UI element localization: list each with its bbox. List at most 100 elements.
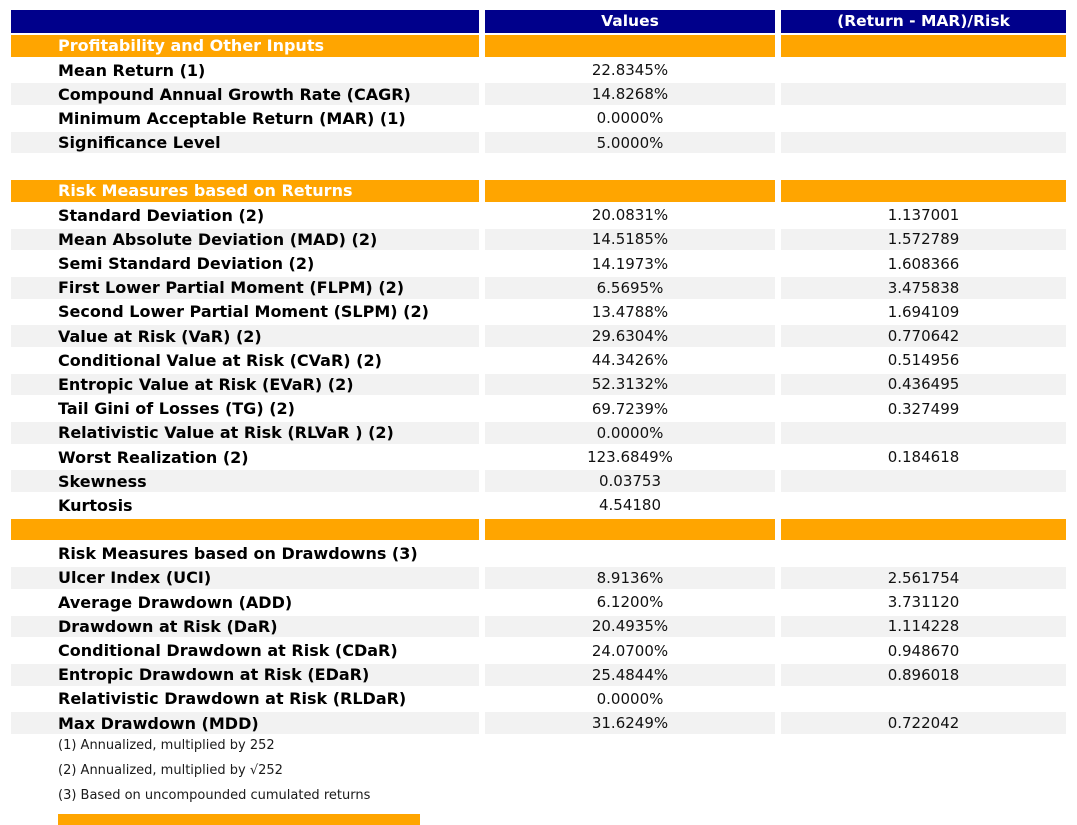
metric-ratio (781, 155, 1066, 178)
metric-value: 5.0000% (485, 131, 775, 154)
metric-ratio: 0.948670 (887, 641, 960, 660)
metric-value: 52.3132% (485, 373, 775, 396)
table-row: Tail Gini of Losses (TG) (2) 69.7239% 0.… (11, 398, 1066, 420)
metric-label: Risk Measures based on Returns (11, 180, 479, 202)
table-row: Drawdown at Risk (DaR) 20.4935% 1.114228 (11, 615, 1066, 638)
metric-value: 4.54180 (598, 496, 662, 515)
metric-ratio (781, 108, 1066, 130)
metric-label: Conditional Drawdown at Risk (CDaR) (58, 641, 398, 661)
table-row: Relativistic Value at Risk (RLVaR ) (2) … (11, 422, 1066, 444)
table-row: Semi Standard Deviation (2) 14.1973% 1.6… (11, 253, 1066, 275)
table-row: Worst Realization (2) 123.6849% 0.184618 (11, 446, 1066, 468)
metric-ratio: 0.184618 (887, 448, 960, 467)
table-row: Ulcer Index (UCI) 8.9136% 2.561754 (11, 567, 1066, 589)
metric-value: 6.1200% (596, 593, 664, 612)
metric-value: 0.0000% (596, 689, 664, 708)
footnote-1: (1) Annualized, multiplied by 252 (58, 738, 275, 753)
metric-ratio: 0.514956 (887, 351, 960, 370)
metric-label: Mean Return (1) (58, 60, 206, 80)
metric-value: 14.5185% (485, 228, 775, 251)
metric-value: 14.1973% (591, 254, 669, 273)
metric-label: Kurtosis (58, 495, 133, 515)
metric-ratio (781, 470, 1066, 493)
metric-ratio: 0.896018 (781, 663, 1066, 686)
table-row (11, 518, 1066, 541)
column-header-values: Values (485, 10, 775, 33)
table-row: Risk Measures based on Drawdowns (3) (11, 542, 1066, 565)
footnote-2: (2) Annualized, multiplied by √252 (58, 763, 283, 778)
metric-value: 31.6249% (485, 712, 775, 734)
column-header-empty (11, 10, 479, 33)
table-row: Mean Absolute Deviation (MAD) (2) 14.518… (11, 228, 1066, 251)
table-row: Minimum Acceptable Return (MAR) (1) 0.00… (11, 108, 1066, 130)
metric-value: 6.5695% (485, 276, 775, 299)
metric-ratio: 1.608366 (887, 254, 960, 273)
risk-measures-table: Values (Return - MAR)/Risk Profitability… (11, 10, 1066, 736)
metric-value: 44.3426% (591, 351, 669, 370)
table-row: Max Drawdown (MDD) 31.6249% 0.722042 (11, 712, 1066, 734)
metric-label: Relativistic Value at Risk (RLVaR ) (2) (11, 422, 479, 444)
metric-label: Ulcer Index (UCI) (11, 567, 479, 589)
metric-label: Max Drawdown (MDD) (11, 712, 479, 734)
clipped-orange-bar (58, 814, 420, 825)
table-row: Conditional Drawdown at Risk (CDaR) 24.0… (11, 640, 1066, 662)
table-row: Significance Level 5.0000% (11, 131, 1066, 154)
metric-value: 8.9136% (485, 567, 775, 589)
table-row: Profitability and Other Inputs (11, 35, 1066, 57)
metric-label: Worst Realization (2) (58, 447, 249, 467)
table-row: Relativistic Drawdown at Risk (RLDaR) 0.… (11, 688, 1066, 710)
metric-value: 25.4844% (485, 663, 775, 686)
metric-value: 14.8268% (485, 83, 775, 106)
metric-ratio: 1.572789 (781, 228, 1066, 251)
metric-label: Skewness (11, 470, 479, 493)
metric-value: 0.03753 (485, 470, 775, 493)
metric-value (485, 542, 775, 565)
table-row: First Lower Partial Moment (FLPM) (2) 6.… (11, 276, 1066, 299)
metric-label: Entropic Value at Risk (EVaR) (2) (11, 373, 479, 396)
metric-label: Minimum Acceptable Return (MAR) (1) (58, 108, 406, 128)
metric-ratio (781, 59, 1066, 81)
footnote-3: (3) Based on uncompounded cumulated retu… (58, 788, 371, 803)
metric-ratio: 3.475838 (781, 276, 1066, 299)
metric-ratio (781, 180, 1066, 202)
metric-ratio: 0.770642 (781, 325, 1066, 347)
metric-ratio (781, 83, 1066, 106)
metric-value: 69.7239% (591, 399, 669, 418)
table-row: Second Lower Partial Moment (SLPM) (2) 1… (11, 301, 1066, 323)
table-row: Entropic Value at Risk (EVaR) (2) 52.313… (11, 373, 1066, 396)
metric-value: 24.0700% (591, 641, 669, 660)
metric-value (485, 518, 775, 541)
metric-ratio: 3.731120 (887, 593, 960, 612)
metric-label: Standard Deviation (2) (58, 205, 265, 225)
metric-value: 20.0831% (591, 206, 669, 225)
metric-label: Profitability and Other Inputs (11, 35, 479, 57)
metric-value: 20.4935% (485, 615, 775, 638)
metric-label: Compound Annual Growth Rate (CAGR) (11, 83, 479, 106)
metric-ratio: 0.327499 (887, 399, 960, 418)
metric-ratio (781, 518, 1066, 541)
metric-value: 0.0000% (596, 109, 664, 128)
metric-ratio: 0.436495 (781, 373, 1066, 396)
table-row: Average Drawdown (ADD) 6.1200% 3.731120 (11, 591, 1066, 613)
metric-label: Second Lower Partial Moment (SLPM) (2) (58, 302, 429, 322)
table-row: Compound Annual Growth Rate (CAGR) 14.82… (11, 83, 1066, 106)
metric-value: 0.0000% (485, 422, 775, 444)
metric-value (485, 155, 775, 178)
metric-label: Risk Measures based on Drawdowns (3) (11, 542, 479, 565)
metric-ratio: 1.694109 (887, 302, 960, 321)
metric-value: 13.4788% (591, 302, 669, 321)
table-row: Conditional Value at Risk (CVaR) (2) 44.… (11, 349, 1066, 371)
metric-label: Mean Absolute Deviation (MAD) (2) (11, 228, 479, 251)
table-row: Mean Return (1) 22.8345% (11, 59, 1066, 81)
metric-ratio (781, 688, 1066, 710)
metric-value: 22.8345% (591, 61, 669, 80)
metric-ratio (781, 131, 1066, 154)
table-row: Value at Risk (VaR) (2) 29.6304% 0.77064… (11, 325, 1066, 347)
metric-label: Significance Level (11, 131, 479, 154)
metric-ratio: 0.722042 (781, 712, 1066, 734)
metric-label: Tail Gini of Losses (TG) (2) (58, 399, 295, 419)
metric-value (485, 180, 775, 202)
metric-label: Semi Standard Deviation (2) (58, 254, 315, 274)
metric-ratio: 2.561754 (781, 567, 1066, 589)
